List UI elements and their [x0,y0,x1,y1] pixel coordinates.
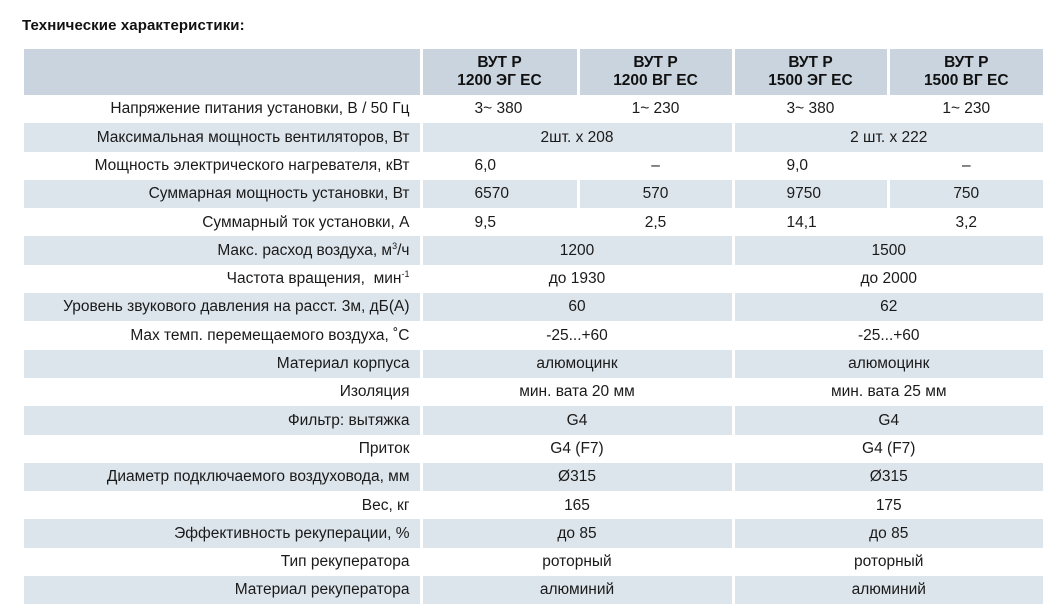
row-label: Суммарный ток установки, А [202,213,410,231]
cell-value: 9,0 [731,151,888,180]
cell-value: G4 [419,406,733,435]
cell-value: 3,2 [886,208,1043,237]
cell-value: 1200 [419,236,733,265]
cell-value: Ø315 [419,462,733,492]
row-label: Материал корпуса [24,349,421,378]
cell-value: 1~ 230 [886,95,1043,124]
cell-value: алюмоцинк [731,349,1043,378]
cell-value: -25...+60 [731,321,1043,350]
cell-value: 9750 [731,179,888,209]
row-label: Фильтр: вытяжка [24,406,421,435]
header-empty-cell [24,49,421,95]
cell-value: до 1930 [419,264,733,294]
cell-value: 570 [576,179,733,209]
cell-value: 175 [731,491,1043,520]
spec-table: ВУТ Р 1200 ЭГ ЕС ВУТ Р 1200 ВГ ЕС ВУТ Р … [24,49,1043,605]
row-label: Изоляция [339,383,410,401]
row-weight: Вес, кг 165 175 [24,491,1043,520]
cell-value: алюминий [419,576,733,605]
row-label: Max темп. перемещаемого воздуха, ˚С [130,326,410,344]
cell-value: роторный [731,547,1043,577]
cell-value: 165 [419,491,733,520]
row-recuperator-type: Тип рекуператора роторный роторный [24,547,1043,577]
cell-value: 2 шт. х 222 [731,123,1043,152]
row-insulation: Изоляция мин. вата 20 мм мин. вата 25 мм [24,377,1043,407]
header-model-1: ВУТ Р 1200 ЭГ ЕС [419,49,578,95]
row-heater-power: Мощность электрического нагревателя, кВт… [24,151,1043,180]
cell-value: 6570 [419,179,578,209]
row-total-current: Суммарный ток установки, А 9,5 2,5 14,1 … [24,208,1043,237]
table-header-row: ВУТ Р 1200 ЭГ ЕС ВУТ Р 1200 ВГ ЕС ВУТ Р … [24,49,1043,95]
row-total-power: Суммарная мощность установки, Вт 6570 57… [24,179,1043,209]
row-fan-power: Максимальная мощность вентиляторов, Вт 2… [24,123,1043,152]
header-model-2: ВУТ Р 1200 ВГ ЕС [576,49,733,95]
row-label: Суммарная мощность установки, Вт [24,179,421,209]
cell-value: до 85 [731,519,1043,548]
row-label: Максимальная мощность вентиляторов, Вт [24,123,421,152]
cell-value: мин. вата 20 мм [419,377,733,407]
row-filter-supply: Приток G4 (F7) G4 (F7) [24,434,1043,463]
cell-value: мин. вата 25 мм [731,377,1043,407]
cell-value: 62 [731,293,1043,322]
cell-value: 2,5 [576,208,733,237]
row-max-temp: Max темп. перемещаемого воздуха, ˚С -25.… [24,321,1043,350]
cell-value: 6,0 [419,151,578,180]
cell-value: до 2000 [731,264,1043,294]
cell-value: 1500 [731,236,1043,265]
row-label: Приток [358,439,410,457]
cell-value: Ø315 [731,462,1043,492]
cell-value: 14,1 [731,208,888,237]
cell-value: 9,5 [419,208,578,237]
cell-value: – [576,151,733,180]
row-label: Эффективность рекуперации, % [24,519,421,548]
row-label: Диаметр подключаемого воздуховода, мм [24,462,421,492]
row-filter-exhaust: Фильтр: вытяжка G4 G4 [24,406,1043,435]
row-duct-diameter: Диаметр подключаемого воздуховода, мм Ø3… [24,462,1043,492]
header-model-3: ВУТ Р 1500 ЭГ ЕС [731,49,888,95]
row-label: Мощность электрического нагревателя, кВт [94,156,410,174]
row-housing: Материал корпуса алюмоцинк алюмоцинк [24,349,1043,378]
header-model-4: ВУТ Р 1500 ВГ ЕС [886,49,1043,95]
cell-value: G4 [731,406,1043,435]
row-airflow: Макс. расход воздуха, м3/ч 1200 1500 [24,236,1043,265]
row-label: Уровень звукового давления на расст. 3м,… [24,293,421,322]
cell-value: роторный [419,547,733,577]
cell-value: 2шт. х 208 [419,123,733,152]
cell-value: -25...+60 [419,321,733,350]
row-voltage: Напряжение питания установки, В / 50 Гц … [24,95,1043,124]
row-recuperator-material: Материал рекуператора алюминий алюминий [24,576,1043,605]
cell-value: алюмоцинк [419,349,733,378]
cell-value: – [886,151,1043,180]
cell-value: G4 (F7) [731,434,1043,463]
row-noise: Уровень звукового давления на расст. 3м,… [24,293,1043,322]
row-label: Макс. расход воздуха, м3/ч [24,236,421,265]
cell-value: 3~ 380 [731,95,888,124]
section-title: Технические характеристики: [22,17,245,34]
row-label: Частота вращения, мин-1 [226,269,410,288]
row-label: Тип рекуператора [280,553,410,571]
cell-value: 60 [419,293,733,322]
row-label: Напряжение питания установки, В / 50 Гц [110,100,410,118]
cell-value: G4 (F7) [419,434,733,463]
cell-value: 750 [886,179,1043,209]
cell-value: 3~ 380 [419,95,578,124]
row-efficiency: Эффективность рекуперации, % до 85 до 85 [24,519,1043,548]
row-label: Материал рекуператора [24,576,421,605]
cell-value: до 85 [419,519,733,548]
row-rpm: Частота вращения, мин-1 до 1930 до 2000 [24,264,1043,294]
row-label: Вес, кг [361,496,410,514]
cell-value: 1~ 230 [576,95,733,124]
cell-value: алюминий [731,576,1043,605]
